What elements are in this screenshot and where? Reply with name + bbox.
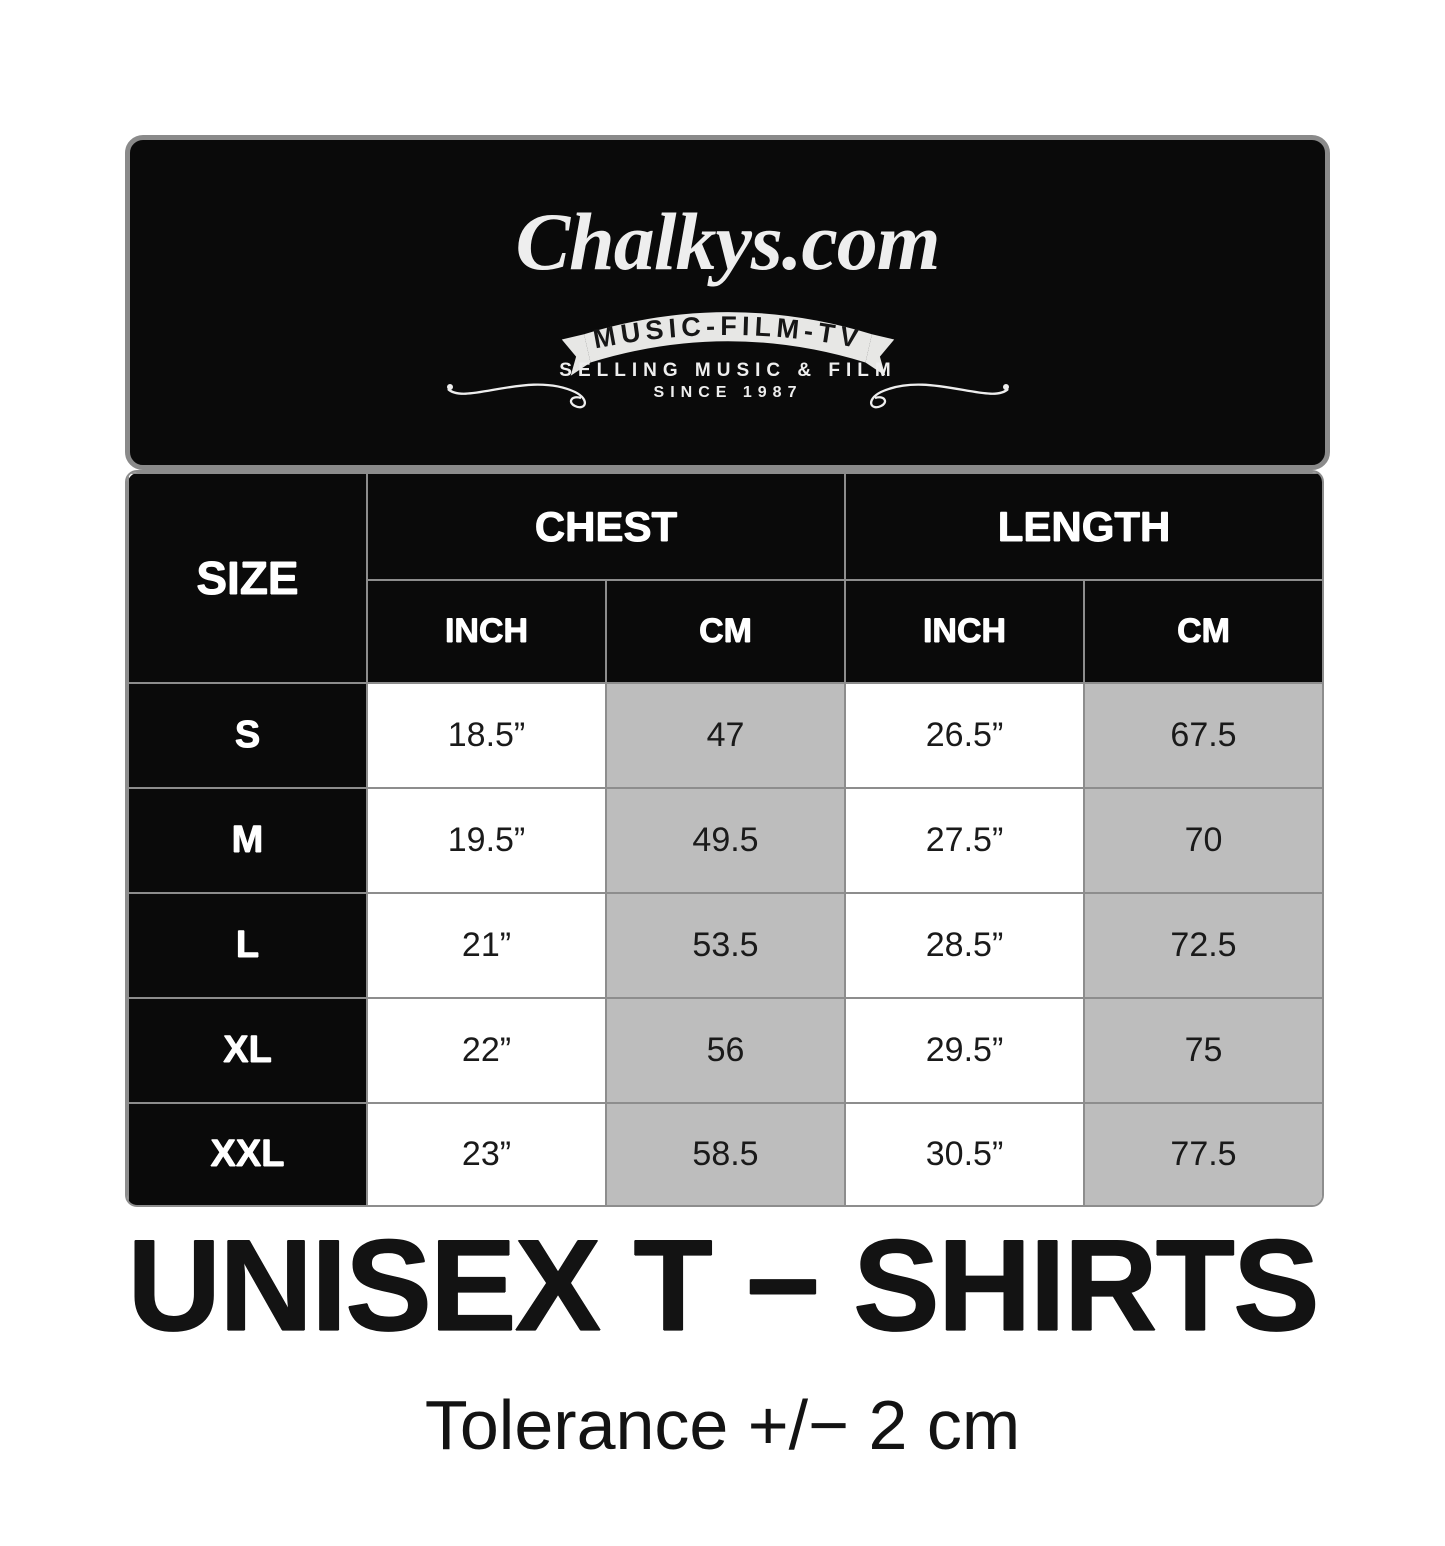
svg-text:MUSIC-FILM-TV: MUSIC-FILM-TV (591, 311, 866, 355)
svg-text:SINCE 1987: SINCE 1987 (654, 384, 803, 401)
svg-text:SELLING MUSIC & FILM: SELLING MUSIC & FILM (559, 360, 896, 381)
